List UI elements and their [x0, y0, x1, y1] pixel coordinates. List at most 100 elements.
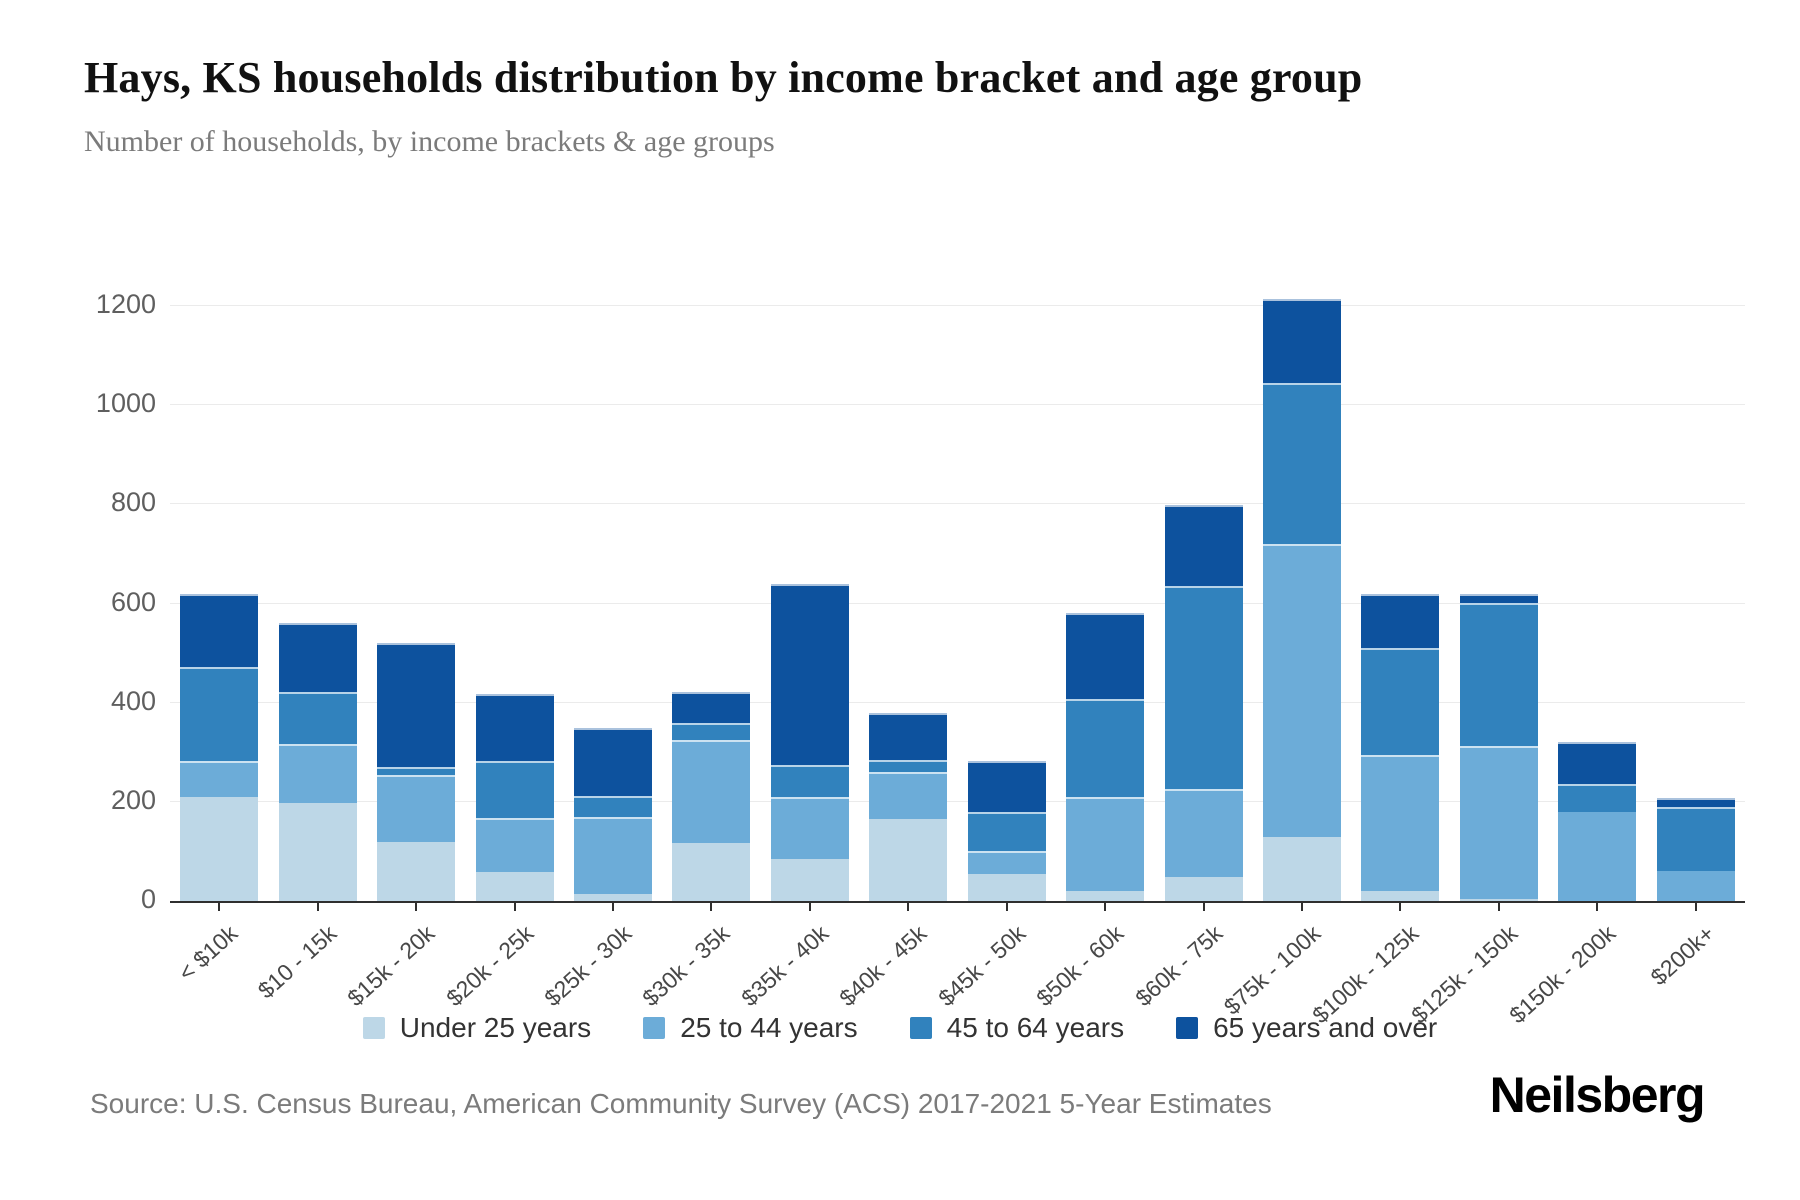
bar-segment	[1164, 586, 1243, 790]
legend-swatch-icon	[643, 1017, 666, 1039]
bar-segment	[180, 761, 259, 797]
legend-item: 25 to 44 years	[643, 1012, 858, 1044]
bar-segment	[672, 722, 751, 740]
x-axis-tick	[1301, 903, 1304, 911]
bar-segment	[967, 811, 1046, 852]
bar-segment	[1066, 891, 1145, 901]
gridline	[170, 404, 1745, 406]
plot-area: 0 200 400 600 800 1000 1200 < $10k $10 - 15k $15k…	[96, 289, 1745, 1028]
bar-segment	[180, 593, 259, 667]
bar-segment	[1558, 811, 1637, 901]
neilsberg-logo: Neilsberg	[1489, 1067, 1706, 1123]
bar-segment	[573, 795, 652, 817]
x-axis-tick	[513, 903, 516, 911]
bar-segment	[1459, 593, 1538, 604]
y-axis-tick-label: 1000	[95, 388, 156, 419]
bar-segment	[1459, 898, 1538, 901]
y-axis-tick-label: 1200	[95, 289, 156, 319]
legend-item: 65 years and over	[1176, 1012, 1437, 1044]
bar-segment	[180, 796, 259, 901]
legend-swatch-icon	[362, 1017, 385, 1039]
bar-segment	[672, 842, 751, 901]
x-axis-tick	[415, 903, 418, 911]
bar-segment	[1164, 505, 1243, 587]
bar-segment	[1558, 784, 1637, 812]
x-axis-tick	[1596, 903, 1599, 911]
bar-segment	[1361, 593, 1440, 649]
bar-segment	[278, 744, 357, 803]
x-axis-tick	[808, 903, 811, 911]
legend-item: 45 to 64 years	[909, 1012, 1125, 1044]
x-axis-tick	[1497, 903, 1500, 911]
gridline	[170, 602, 1745, 604]
legend-label: 25 to 44 years	[680, 1012, 858, 1043]
bar-segment	[1361, 648, 1440, 755]
x-axis-tick	[218, 903, 221, 911]
bar-segment	[1656, 871, 1735, 901]
source-note: Source: U.S. Census Bureau, American Com…	[90, 1088, 1272, 1119]
x-axis-tick	[316, 903, 319, 911]
bar-segment	[1263, 382, 1342, 544]
bar-segment	[475, 760, 554, 818]
bar-segment	[770, 796, 849, 859]
x-axis-tick	[1399, 903, 1402, 911]
bar-segment	[475, 872, 554, 901]
bar-segment	[1361, 891, 1440, 901]
gridline	[170, 305, 1745, 306]
page-title: Hays, KS households distribution by inco…	[84, 53, 1363, 102]
bar-segment	[180, 666, 259, 762]
bar-segment	[1066, 698, 1145, 797]
bar-segment	[672, 691, 751, 723]
bar-segment	[672, 739, 751, 843]
bar-segment	[377, 841, 456, 901]
bar-segment	[1459, 603, 1538, 746]
legend-label: 65 years and over	[1213, 1012, 1438, 1043]
gridline	[170, 800, 1745, 802]
bar-segment	[770, 583, 849, 765]
bar-segment	[573, 728, 652, 796]
bar-segment	[770, 858, 849, 901]
bar-segment	[967, 873, 1046, 901]
legend: Under 25 years 25 to 44 years 45 to 64 yea…	[0, 1012, 1800, 1044]
bar-segment	[869, 819, 948, 901]
x-axis-tick	[1694, 903, 1697, 911]
bar-segment	[1263, 544, 1342, 837]
x-axis-tick	[1202, 903, 1205, 911]
bar-segment	[1263, 836, 1342, 901]
bar-segment	[1066, 796, 1145, 892]
gridline	[170, 503, 1745, 505]
bar-segment	[1361, 754, 1440, 892]
bar-segment	[967, 761, 1046, 812]
bar-segment	[869, 759, 948, 773]
footer: Source: U.S. Census Bureau, American Com…	[90, 1066, 1706, 1124]
y-axis-tick-label: 0	[140, 884, 156, 914]
bar-segment	[869, 772, 948, 820]
bar-segment	[1066, 613, 1145, 699]
x-axis-tick	[611, 903, 614, 911]
bar-segment	[869, 712, 948, 760]
legend-swatch-icon	[909, 1017, 932, 1039]
bar-segment	[1558, 742, 1637, 785]
bar-segment	[278, 622, 357, 693]
bar-segment	[573, 893, 652, 901]
y-axis-tick-label: 800	[110, 487, 156, 518]
chart-header: Hays, KS households distribution by inco…	[84, 52, 1362, 159]
bar-segment	[377, 767, 456, 775]
bar-segment	[278, 692, 357, 745]
legend-label: Under 25 years	[399, 1012, 592, 1043]
bar-segment	[573, 816, 652, 894]
bar-segment	[1263, 298, 1342, 383]
y-axis-tick-label: 200	[110, 784, 156, 815]
x-axis-tick	[1005, 903, 1008, 911]
bar-segment	[1164, 877, 1243, 901]
bar-segment	[377, 774, 456, 842]
x-axis-tick	[907, 903, 910, 911]
bar-segment	[1656, 806, 1735, 872]
bar-segment	[475, 693, 554, 761]
gridline	[170, 701, 1745, 703]
legend-item: Under 25 years	[362, 1012, 592, 1044]
bar-segment	[1164, 789, 1243, 878]
legend-label: 45 to 64 years	[946, 1012, 1125, 1043]
bar-segment	[1656, 798, 1735, 807]
bar-segment	[377, 643, 456, 768]
